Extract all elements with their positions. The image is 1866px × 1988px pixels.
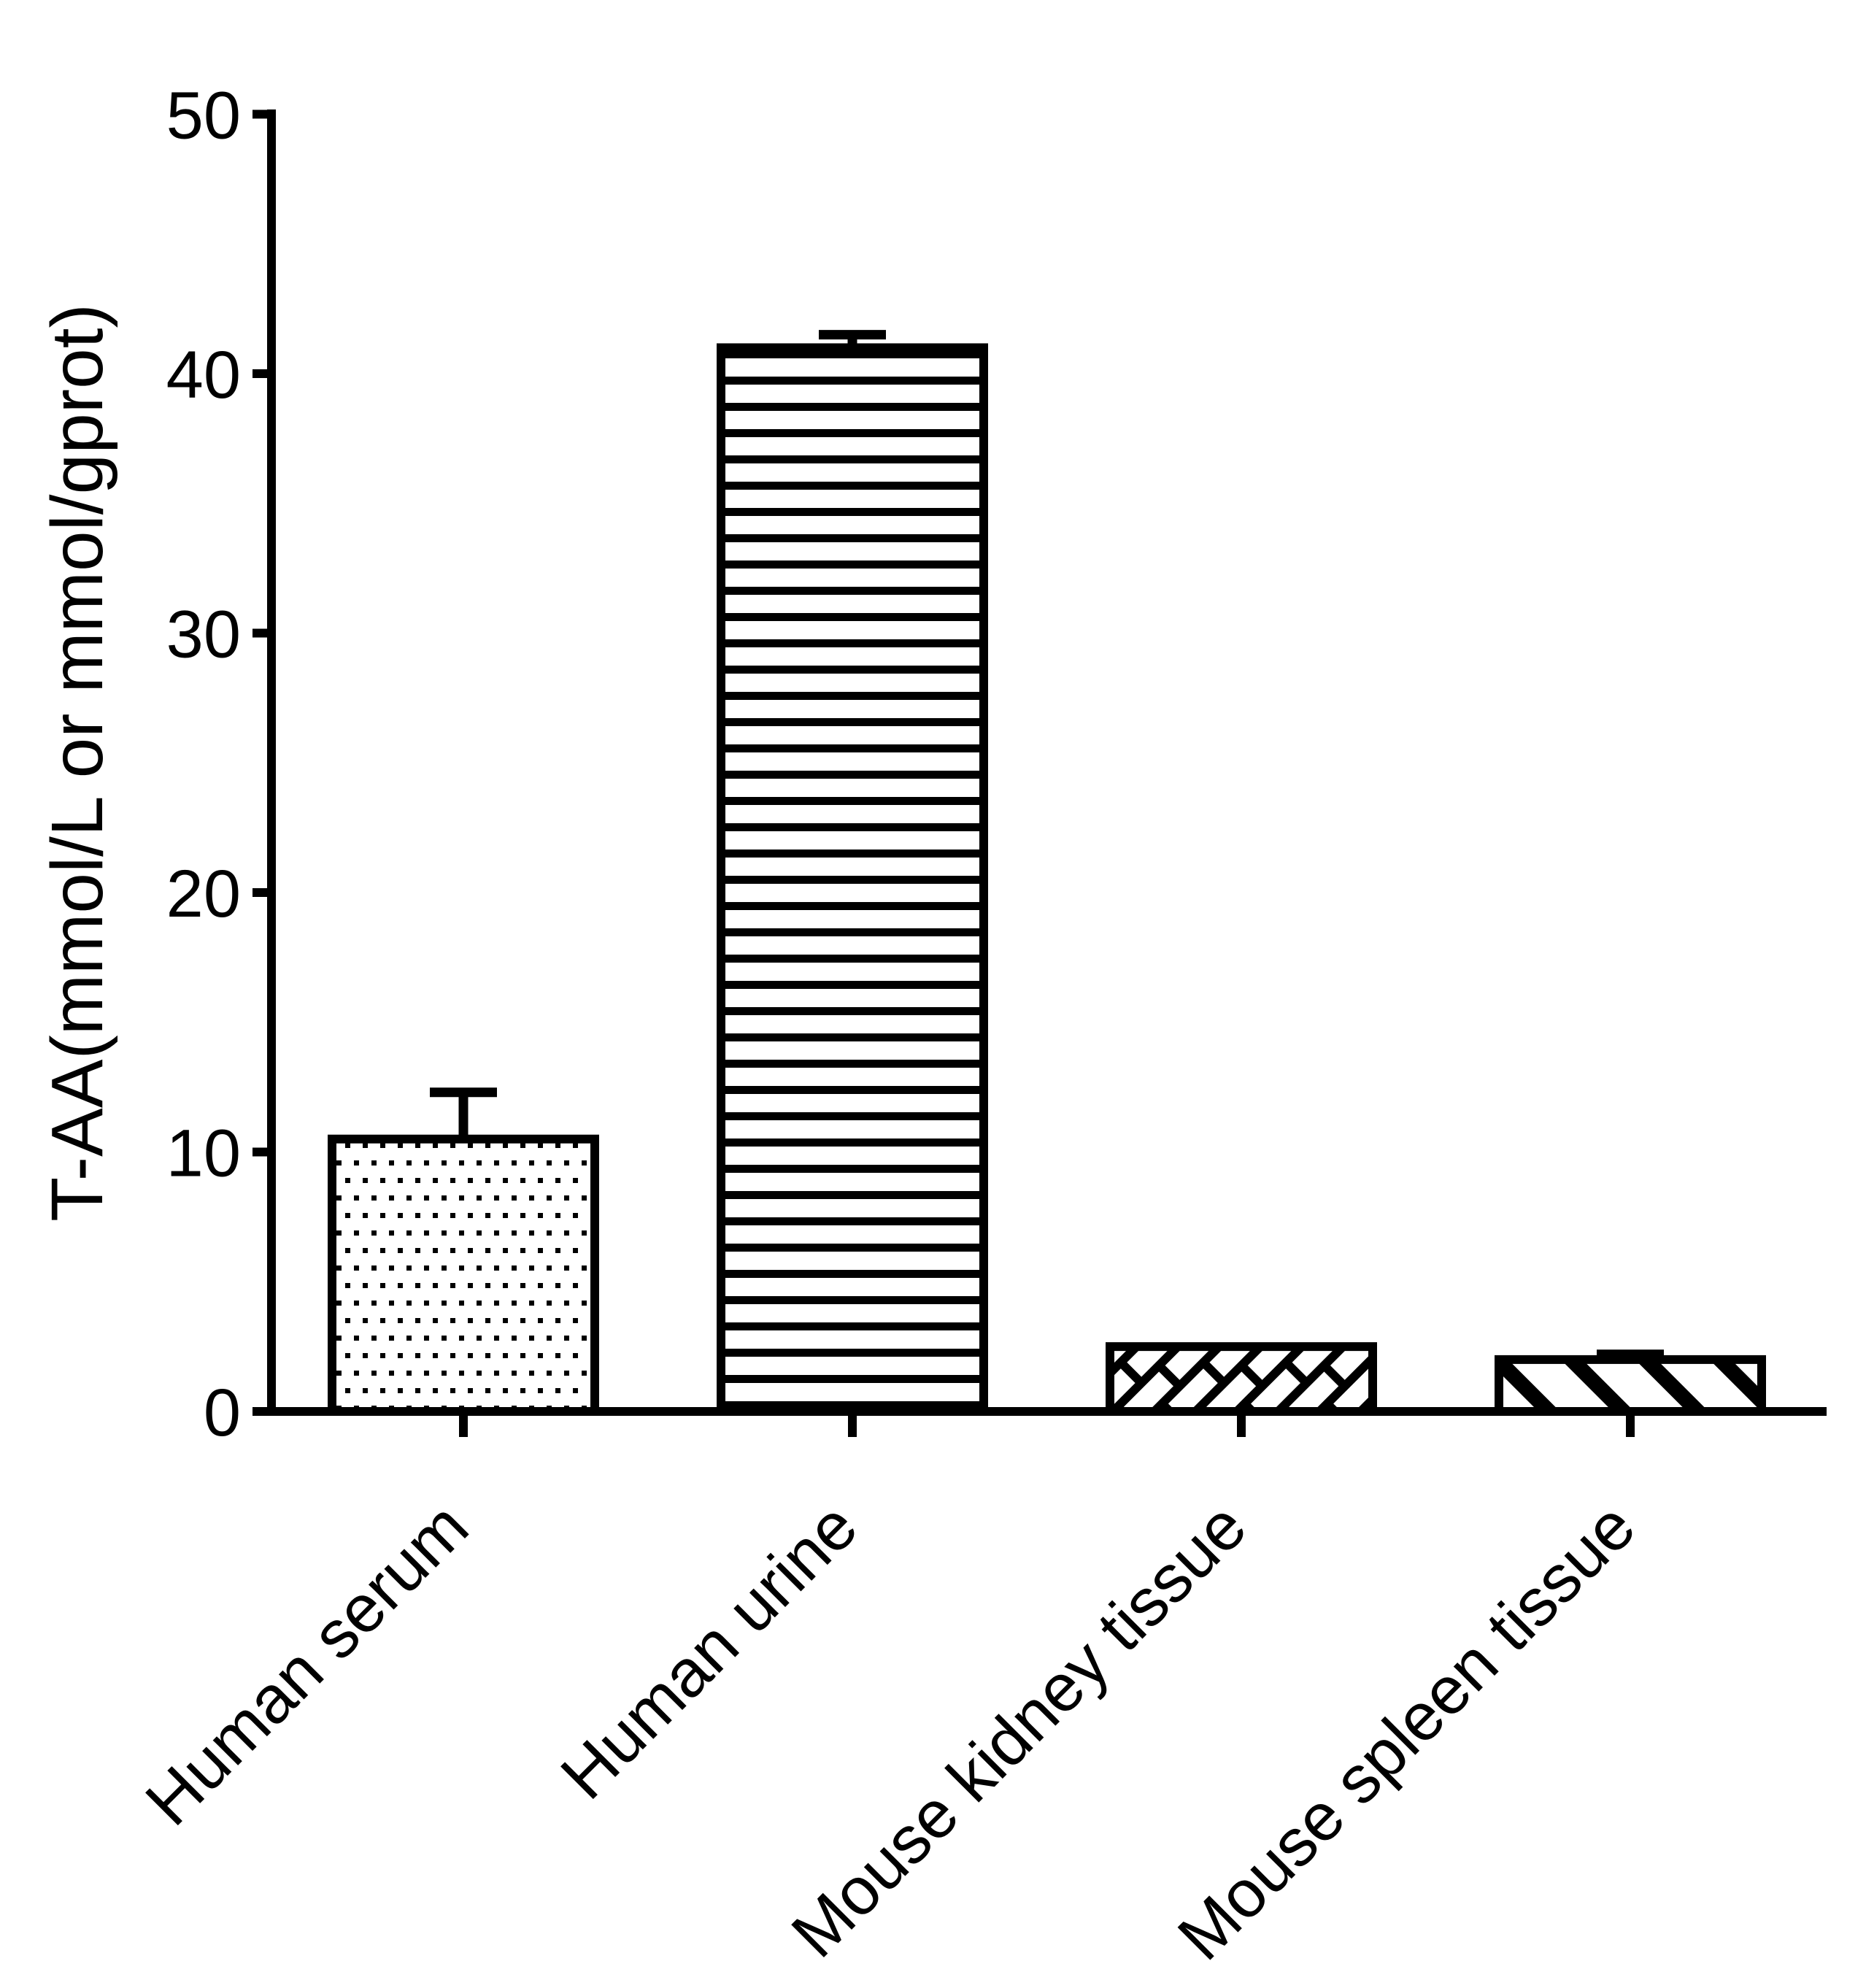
x-axis-label-human-serum: Human serum (131, 1489, 482, 1840)
y-tick-label-0: 0 (204, 1376, 241, 1450)
bars-group (328, 343, 1766, 1417)
x-axis-label-human-urine: Human urine (547, 1489, 872, 1814)
y-tick-label-50: 50 (166, 79, 241, 153)
y-tick-label-40: 40 (166, 338, 241, 412)
y-axis-title: T-AA(mmol/L or mmol/gprot) (36, 304, 118, 1222)
bar-mouse-kidney-tissue (1106, 1342, 1377, 1416)
y-tick-label-30: 30 (166, 598, 241, 672)
y-tick-label-10: 10 (166, 1117, 241, 1191)
y-tick-label-20: 20 (166, 857, 241, 931)
bar-human-serum (328, 1134, 599, 1416)
bar-human-urine (717, 343, 988, 1417)
error-bars-group (430, 330, 1664, 1360)
bar-mouse-spleen-tissue (1495, 1355, 1766, 1417)
axes-group (252, 109, 1827, 1437)
